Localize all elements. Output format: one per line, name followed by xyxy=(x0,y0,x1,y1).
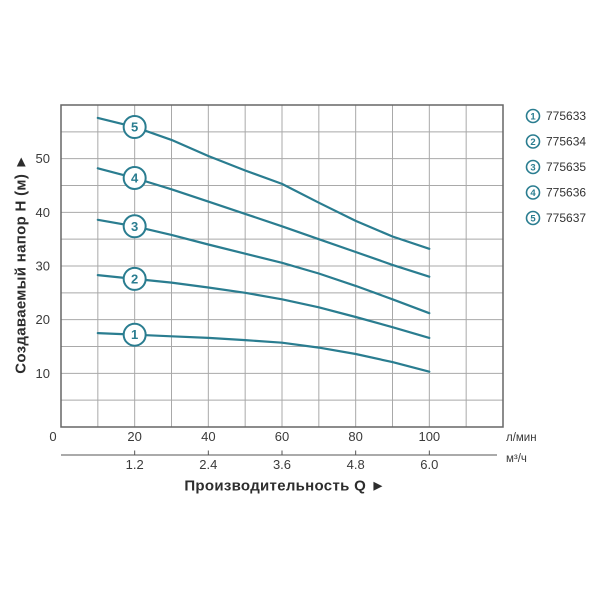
curve-5 xyxy=(96,116,431,250)
x-tick-label: 20 xyxy=(127,429,141,444)
curve-label-circle-5 xyxy=(122,115,147,140)
x-tick-label: 0 xyxy=(49,429,56,444)
curve-4 xyxy=(96,167,431,278)
x-tick-label: 100 xyxy=(418,429,440,444)
legend-item-code: 775634 xyxy=(546,135,586,149)
curve-label-circle-1 xyxy=(122,322,147,347)
x-axis-primary-unit: л/мин xyxy=(506,432,537,444)
x-tick-label-secondary: 2.4 xyxy=(199,457,217,472)
legend-item: 4 775636 xyxy=(525,185,586,200)
legend-item: 5 775637 xyxy=(525,210,586,226)
legend-item-number: 5 xyxy=(530,213,536,224)
x-tick-label-secondary: 3.6 xyxy=(273,457,291,472)
x-tick-label-secondary: 1.2 xyxy=(126,457,144,472)
curve-label-number-2: 2 xyxy=(131,271,138,286)
legend-item: 3 775635 xyxy=(525,159,586,175)
curve-label-circle-3 xyxy=(122,214,147,239)
curve-1 xyxy=(96,332,431,373)
curve-2 xyxy=(96,274,431,339)
x-tick-label-secondary: 4.8 xyxy=(347,457,365,472)
curve-label-circle-2 xyxy=(122,266,147,291)
legend-number-circle-icon xyxy=(525,210,541,226)
legend-number-circle-icon xyxy=(525,108,541,124)
legend-number-circle-icon xyxy=(525,159,541,175)
y-axis-title: Создаваемый напор H (м) ► xyxy=(12,154,30,374)
y-tick-label: 50 xyxy=(36,151,50,166)
x-axis-secondary-unit: м³/ч xyxy=(506,453,527,465)
legend-item-code: 775636 xyxy=(546,186,586,200)
legend-item: 1 775633 xyxy=(525,108,586,124)
legend-item-number: 1 xyxy=(530,111,536,122)
legend-item-code: 775633 xyxy=(546,109,586,123)
curve-label-number-5: 5 xyxy=(131,120,138,135)
legend-number-circle-icon xyxy=(525,134,541,149)
curve-label-number-3: 3 xyxy=(131,219,138,234)
x-tick-label-secondary: 6.0 xyxy=(420,457,438,472)
legend: 1 775633 2 775634 3 775635 4 775636 5 775637 xyxy=(525,108,586,226)
legend-item: 2 775634 xyxy=(525,134,586,149)
x-tick-label: 80 xyxy=(348,429,362,444)
curve-label-number-1: 1 xyxy=(131,327,138,342)
legend-item-number: 2 xyxy=(530,137,535,148)
plot-border xyxy=(60,104,504,428)
curve-label-number-4: 4 xyxy=(131,170,139,185)
curve-3 xyxy=(96,218,431,315)
y-tick-label: 20 xyxy=(36,312,50,327)
legend-item-number: 4 xyxy=(530,188,536,199)
y-tick-label: 30 xyxy=(36,259,50,274)
x-axis-title: Производительность Q ► xyxy=(184,477,386,495)
x-tick-label: 40 xyxy=(201,429,215,444)
legend-item-number: 3 xyxy=(530,162,535,173)
legend-item-code: 775637 xyxy=(546,211,586,225)
legend-item-code: 775635 xyxy=(546,160,586,174)
x-tick-label: 60 xyxy=(275,429,289,444)
y-tick-label: 40 xyxy=(36,205,50,220)
y-tick-label: 10 xyxy=(36,366,50,381)
curve-label-circle-4 xyxy=(122,165,147,190)
legend-number-circle-icon xyxy=(525,185,541,200)
